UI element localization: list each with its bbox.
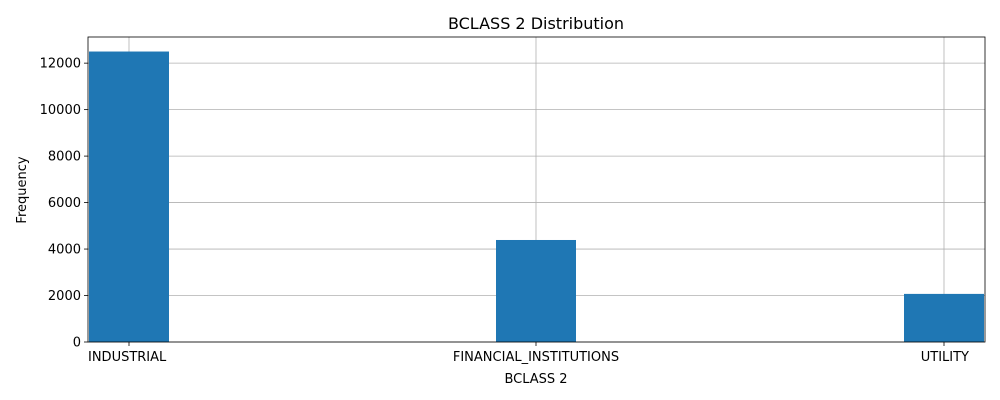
y-axis-ticks: 0 2000 4000 6000 8000 10000 12000 xyxy=(40,57,88,351)
bar-industrial xyxy=(89,51,169,343)
y-axis-label: Frequency xyxy=(15,156,30,223)
y-tick-label: 8000 xyxy=(48,150,81,165)
bar-utility xyxy=(904,293,984,342)
y-tick-label: 4000 xyxy=(48,243,81,258)
x-tick-label: UTILITY xyxy=(921,350,969,365)
y-tick-label: 12000 xyxy=(40,57,81,72)
y-tick-label: 10000 xyxy=(40,103,81,118)
chart-title: BCLASS 2 Distribution xyxy=(448,14,624,33)
bars xyxy=(89,51,984,343)
bar-financial-institutions xyxy=(496,239,576,342)
y-tick-label: 0 xyxy=(73,336,81,351)
plot-frame xyxy=(87,36,986,343)
x-axis-label: BCLASS 2 xyxy=(504,372,567,387)
x-tick-label: INDUSTRIAL xyxy=(88,350,167,365)
y-tick-label: 6000 xyxy=(48,196,81,211)
x-tick-label: FINANCIAL_INSTITUTIONS xyxy=(453,350,619,365)
y-tick-label: 2000 xyxy=(48,289,81,304)
x-axis-ticks: INDUSTRIAL FINANCIAL_INSTITUTIONS UTILITY xyxy=(88,342,969,365)
